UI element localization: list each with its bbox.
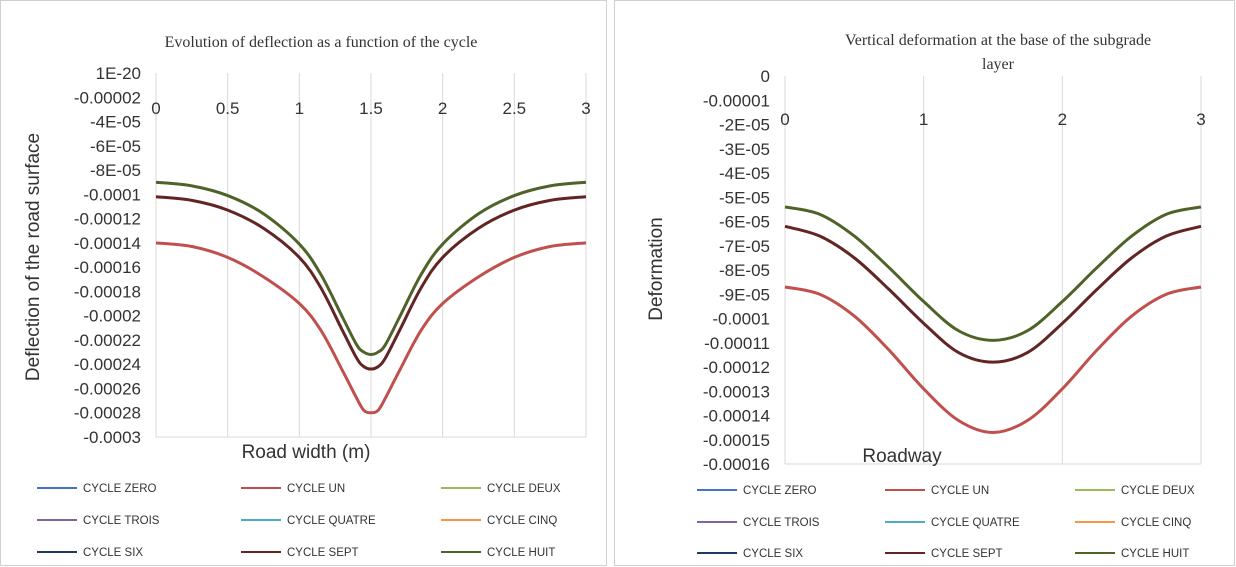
x-tick-label: 3 (581, 99, 590, 118)
y-tick-label: -0.00012 (703, 358, 770, 377)
x-tick-label: 1.5 (359, 99, 383, 118)
legend-label-cycle-six: CYCLE SIX (83, 547, 143, 559)
series-line-cycle-huit (155, 180, 587, 356)
y-tick-label: -4E-05 (719, 164, 770, 183)
y-tick-label: -4E-05 (90, 113, 141, 132)
y-tick-label: -8E-05 (90, 161, 141, 180)
legend-label-cycle-huit: CYCLE HUIT (487, 547, 555, 559)
y-tick-label: -0.0001 (712, 310, 770, 329)
y-tick-label: 1E-20 (96, 64, 141, 83)
x-tick-label: 1 (295, 99, 304, 118)
legend-label-cycle-cinq: CYCLE CINQ (487, 515, 557, 527)
y-tick-label: -0.00028 (74, 404, 141, 423)
deformation-chart: Vertical deformation at the base of the … (646, 32, 1206, 560)
y-tick-label: -0.00022 (74, 331, 141, 350)
x-tick-label: 0.5 (216, 99, 240, 118)
y-tick-label: -0.00013 (703, 382, 770, 401)
y-tick-label: -0.00011 (704, 334, 770, 353)
y-tick-label: -0.00016 (74, 258, 141, 277)
legend-label-cycle-six: CYCLE SIX (743, 548, 803, 560)
x-tick-label: 1 (919, 110, 928, 129)
legend-label-cycle-huit: CYCLE HUIT (1121, 548, 1189, 560)
chart-title: Evolution of deflection as a function of… (165, 34, 478, 51)
series-line-cycle-un (784, 285, 1202, 434)
y-tick-label: -8E-05 (719, 261, 770, 280)
legend-label-cycle-trois: CYCLE TROIS (83, 515, 160, 527)
series-line-cycle-huit (784, 205, 1202, 342)
deflection-chart-panel: Evolution of deflection as a function of… (0, 0, 607, 566)
x-tick-label: 2 (438, 99, 447, 118)
x-axis-label: Roadway (862, 446, 942, 467)
legend-label-cycle-un: CYCLE UN (931, 485, 989, 497)
y-tick-label: -0.00012 (74, 210, 141, 229)
legend-label-cycle-cinq: CYCLE CINQ (1121, 517, 1191, 529)
legend-label-cycle-trois: CYCLE TROIS (743, 517, 820, 529)
x-axis-label: Road width (m) (242, 442, 371, 463)
series-line-cycle-un (155, 241, 587, 415)
y-tick-label: -0.0002 (83, 307, 141, 326)
legend-label-cycle-deux: CYCLE DEUX (487, 483, 561, 495)
y-tick-label: -0.00014 (74, 234, 141, 253)
x-tick-label: 2.5 (503, 99, 527, 118)
legend-label-cycle-sept: CYCLE SEPT (931, 548, 1003, 560)
series-line-cycle-sept (155, 195, 587, 371)
y-tick-label: -0.00016 (703, 455, 770, 474)
x-tick-label: 3 (1196, 110, 1205, 129)
y-tick-label: -0.00024 (74, 355, 141, 374)
y-tick-label: -0.0003 (83, 428, 141, 447)
legend-label-cycle-quatre: CYCLE QUATRE (931, 517, 1020, 529)
deformation-chart-panel: Vertical deformation at the base of the … (614, 0, 1235, 566)
deflection-chart: Evolution of deflection as a function of… (23, 34, 591, 559)
y-tick-label: -2E-05 (719, 116, 770, 135)
legend-label-cycle-deux: CYCLE DEUX (1121, 485, 1195, 497)
y-tick-label: 0 (761, 67, 770, 86)
x-tick-label: 0 (780, 110, 789, 129)
y-tick-label: -0.00018 (74, 282, 141, 301)
y-tick-label: -9E-05 (719, 285, 770, 304)
y-tick-label: -5E-05 (719, 188, 770, 207)
x-tick-label: 0 (151, 99, 160, 118)
legend-label-cycle-zero: CYCLE ZERO (743, 485, 817, 497)
y-axis-label: Deflection of the road surface (23, 133, 44, 381)
legend-label-cycle-quatre: CYCLE QUATRE (287, 515, 376, 527)
y-tick-label: -3E-05 (719, 140, 770, 159)
y-tick-label: -0.00001 (703, 91, 770, 110)
legend-label-cycle-un: CYCLE UN (287, 483, 345, 495)
x-tick-label: 2 (1058, 110, 1067, 129)
y-tick-label: -7E-05 (719, 237, 770, 256)
chart-title: Vertical deformation at the base of the … (845, 32, 1151, 73)
y-tick-label: -0.00015 (703, 431, 770, 450)
y-tick-label: -6E-05 (90, 137, 141, 156)
legend-label-cycle-sept: CYCLE SEPT (287, 547, 359, 559)
series-line-cycle-sept (784, 224, 1202, 364)
y-tick-label: -0.00002 (74, 88, 141, 107)
y-tick-label: -0.0001 (83, 185, 141, 204)
y-tick-label: -6E-05 (719, 213, 770, 232)
y-tick-label: -0.00026 (74, 379, 141, 398)
y-axis-label: Deformation (646, 217, 667, 321)
y-tick-label: -0.00014 (703, 407, 770, 426)
legend-label-cycle-zero: CYCLE ZERO (83, 483, 157, 495)
